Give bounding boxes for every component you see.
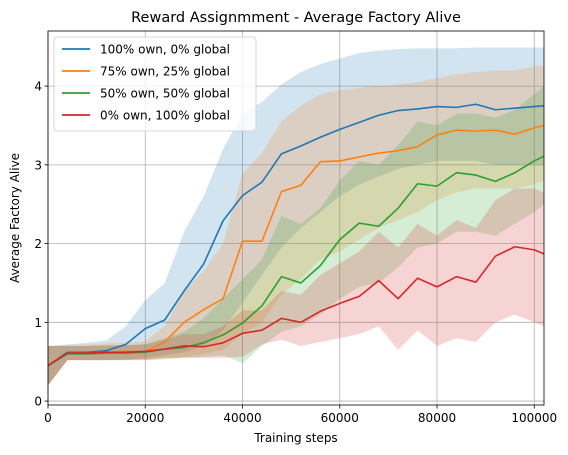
y-tick-label: 1 (34, 316, 42, 330)
x-axis-label: Training steps (253, 431, 337, 445)
x-tick-label: 100000 (511, 411, 557, 425)
series-line-4 (48, 245, 544, 367)
confidence-band-series-4 (48, 188, 544, 386)
legend-box (53, 36, 257, 132)
x-tick-label: 40000 (223, 411, 261, 425)
legend-label: 50% own, 50% global (100, 87, 230, 101)
legend-label: 100% own, 0% global (100, 43, 230, 57)
plot-frame (47, 30, 545, 406)
x-tick-label: 60000 (321, 411, 359, 425)
x-tick-label: 0 (44, 411, 52, 425)
y-tick-label: 2 (34, 237, 42, 251)
legend-label: 75% own, 25% global (100, 65, 230, 79)
axis-ticks: 0 20000 40000 60000 80000 100000 0 1 2 3 4 (34, 80, 557, 425)
y-tick-label: 0 (34, 395, 42, 409)
x-tick-label: 20000 (126, 411, 164, 425)
x-tick-label: 80000 (418, 411, 456, 425)
legend: 100% own, 0% global 75% own, 25% global 50… (53, 36, 257, 132)
y-tick-label: 4 (34, 80, 42, 94)
series-line-1 (48, 103, 544, 367)
confidence-band-series-3 (48, 86, 544, 386)
legend-label: 0% own, 100% global (100, 109, 230, 123)
y-axis-label: Average Factory Alive (8, 153, 22, 283)
series-lines (48, 103, 544, 367)
confidence-band-series-1 (48, 47, 544, 386)
y-tick-label: 3 (34, 158, 42, 172)
chart-title: Reward Assignmment - Average Factory Ali… (131, 10, 461, 26)
